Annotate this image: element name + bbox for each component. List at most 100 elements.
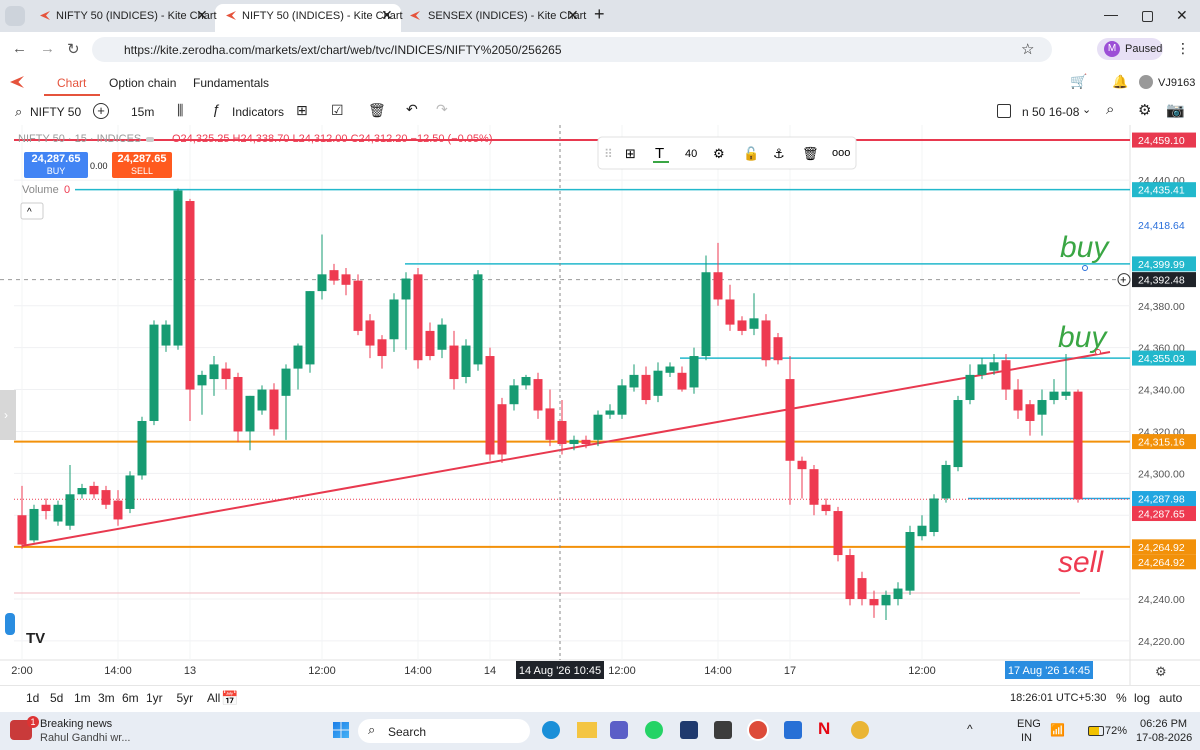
tab-title[interactable]: NIFTY 50 (INDICES) - Kite Chart (242, 10, 403, 22)
range-button[interactable]: 1d (26, 691, 40, 705)
drawing-handle[interactable] (1095, 349, 1101, 355)
tool-more[interactable]: ooo (832, 147, 850, 159)
side-toggle[interactable] (0, 390, 16, 440)
date-range[interactable]: 📅 (221, 690, 239, 706)
annotation[interactable]: buy (1060, 231, 1110, 264)
teams[interactable] (610, 721, 628, 739)
whatsapp[interactable] (645, 721, 663, 739)
range-button[interactable]: 1m (74, 691, 91, 705)
collapse-pane[interactable] (20, 202, 44, 220)
url-field[interactable] (92, 37, 1052, 62)
tool-lock[interactable]: 🔓 (743, 146, 759, 161)
percent-toggle[interactable]: % (1116, 691, 1127, 705)
delete[interactable]: 🗑 (368, 102, 386, 118)
buy-button[interactable] (24, 152, 88, 178)
quick-search[interactable]: ⌕ (1106, 101, 1115, 118)
range-button[interactable]: 5yr (176, 691, 194, 705)
time[interactable]: 06:26 PM (1140, 718, 1188, 730)
sell-label[interactable]: SELL (130, 166, 154, 176)
netflix[interactable]: N (818, 719, 831, 738)
bookmark[interactable]: ☆ (1021, 41, 1035, 58)
auto-toggle[interactable]: auto (1159, 691, 1183, 705)
search-box[interactable] (358, 719, 530, 743)
tab-menu[interactable] (5, 6, 25, 26)
settings[interactable]: ⚙ (1138, 102, 1152, 119)
app[interactable] (714, 721, 732, 739)
user-id[interactable]: VJ9163 (1158, 77, 1196, 89)
active-tab[interactable] (215, 4, 401, 32)
layout-checkbox[interactable] (997, 104, 1011, 118)
range-button[interactable]: All (207, 691, 221, 705)
range-button[interactable]: 3m (98, 691, 115, 705)
undo[interactable]: ↶ (406, 101, 418, 117)
sell-button[interactable] (112, 152, 172, 178)
search-text[interactable]: Search (388, 725, 427, 739)
tool-delete[interactable]: 🗑 (802, 146, 819, 161)
side-panel-toggle[interactable] (5, 613, 15, 635)
tab-close[interactable]: ✕ (196, 7, 208, 23)
tab-title[interactable]: SENSEX (INDICES) - Kite Chart (428, 10, 587, 22)
language[interactable]: ENG (1017, 718, 1041, 730)
close-window[interactable]: ✕ (1176, 7, 1188, 23)
buy-price[interactable]: 24,287.65 (31, 153, 81, 165)
forward[interactable]: → (40, 40, 55, 57)
cart[interactable]: 🛒 (1070, 73, 1088, 89)
reload[interactable]: ↻ (67, 41, 80, 58)
log-toggle[interactable]: log (1134, 691, 1151, 705)
indicators[interactable]: Indicators (232, 105, 285, 119)
tool-settings[interactable]: ⚙ (713, 146, 725, 161)
range-button[interactable]: 1yr (146, 691, 163, 705)
explorer[interactable] (577, 722, 597, 738)
nav-tab[interactable]: Fundamentals (193, 76, 270, 90)
layout-name[interactable]: n 50 16-08 (1022, 105, 1080, 119)
minimize[interactable]: — (1104, 6, 1118, 22)
crosshair-plus[interactable] (1117, 273, 1131, 287)
notifications[interactable]: 🔔 (1112, 74, 1129, 89)
drag-handle[interactable]: ⠿ (604, 147, 613, 161)
tool-text-color[interactable]: T (655, 145, 664, 162)
range-button[interactable]: 5d (50, 691, 64, 705)
calculator[interactable] (680, 721, 698, 739)
maximize[interactable] (1142, 11, 1153, 22)
chrome[interactable] (749, 721, 767, 739)
range-button[interactable]: 6m (122, 691, 139, 705)
interval[interactable]: 15m (131, 105, 155, 119)
nav-tab[interactable]: Chart (57, 76, 87, 90)
new-tab[interactable]: + (594, 4, 605, 24)
avatar[interactable] (1139, 75, 1153, 89)
indicators-icon[interactable]: ƒ (212, 101, 220, 117)
layout-menu[interactable]: ⌄ (1082, 104, 1092, 116)
tab-close[interactable]: ✕ (381, 7, 393, 23)
buy-label[interactable]: BUY (46, 166, 66, 176)
edge[interactable] (542, 721, 560, 739)
annotation[interactable]: buy (1058, 321, 1108, 354)
snapshot[interactable]: 📷 (1166, 102, 1185, 119)
chart-type[interactable]: ⫼ (177, 102, 184, 118)
news-text[interactable]: Rahul Gandhi wr... (40, 732, 131, 744)
chrome-2[interactable] (851, 721, 869, 739)
battery[interactable]: 72% (1105, 725, 1128, 737)
axis-settings[interactable]: ⚙ (1155, 664, 1167, 679)
date[interactable]: 17-08-2026 (1136, 732, 1193, 744)
tool-anchor[interactable]: ⚓ (773, 146, 785, 161)
compare[interactable]: + (93, 103, 109, 119)
tab-close[interactable]: ✕ (567, 7, 579, 23)
alerts[interactable]: ☑ (331, 102, 344, 118)
url[interactable]: https://kite.zerodha.com/markets/ext/cha… (124, 43, 562, 57)
symbol[interactable]: NIFTY 50 (30, 105, 82, 119)
tool-font-size[interactable]: 40 (685, 148, 697, 160)
news-icon[interactable] (10, 720, 32, 740)
sell-price[interactable]: 24,287.65 (117, 153, 167, 165)
symbol-search[interactable]: ⌕ (15, 104, 23, 119)
nav-tab[interactable]: Option chain (109, 76, 177, 90)
layouts[interactable]: ⊞ (296, 102, 308, 118)
back[interactable]: ← (12, 40, 27, 57)
drawing-handle[interactable] (1082, 265, 1088, 271)
redo[interactable]: ↷ (436, 101, 448, 117)
tab-title[interactable]: NIFTY 50 (INDICES) - Kite Chart (56, 10, 217, 22)
tray-arrow[interactable]: ^ (967, 722, 973, 736)
region[interactable]: IN (1021, 732, 1032, 744)
app[interactable] (784, 721, 802, 739)
legend-toggle[interactable] (146, 137, 154, 142)
wifi[interactable]: 📶 (1050, 723, 1065, 737)
